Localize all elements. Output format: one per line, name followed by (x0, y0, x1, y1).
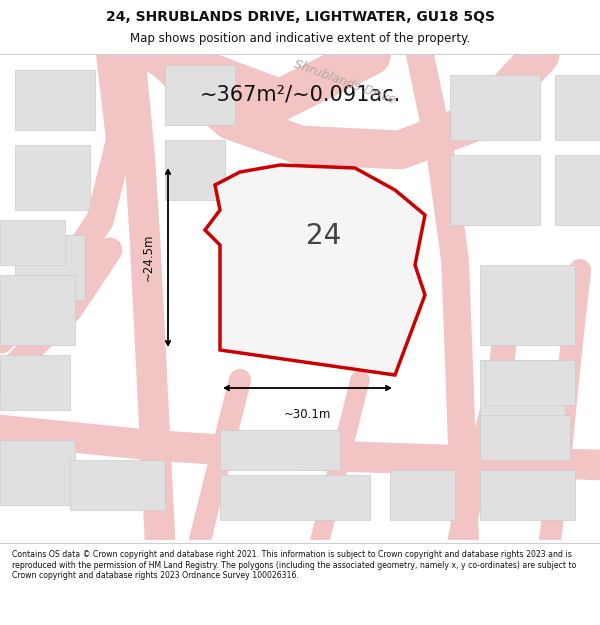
Polygon shape (165, 140, 225, 200)
Polygon shape (450, 155, 540, 225)
Polygon shape (0, 355, 70, 410)
Text: 24: 24 (306, 222, 341, 250)
Polygon shape (485, 360, 575, 405)
Text: ~24.5m: ~24.5m (142, 234, 155, 281)
Polygon shape (0, 440, 75, 505)
Polygon shape (15, 145, 90, 210)
Polygon shape (250, 230, 345, 310)
Polygon shape (165, 65, 235, 125)
Polygon shape (450, 75, 540, 140)
Text: ~367m²/~0.091ac.: ~367m²/~0.091ac. (199, 85, 401, 105)
Polygon shape (480, 265, 575, 345)
Text: Shrublands Drive: Shrublands Drive (292, 58, 398, 106)
Polygon shape (15, 70, 95, 130)
Polygon shape (0, 275, 75, 345)
Polygon shape (0, 220, 65, 265)
Polygon shape (480, 470, 575, 520)
Polygon shape (390, 470, 455, 520)
Polygon shape (220, 475, 370, 520)
Polygon shape (555, 155, 600, 225)
Polygon shape (205, 165, 425, 375)
Text: ~30.1m: ~30.1m (284, 408, 331, 421)
Polygon shape (480, 360, 565, 430)
Polygon shape (70, 460, 165, 510)
Text: 24, SHRUBLANDS DRIVE, LIGHTWATER, GU18 5QS: 24, SHRUBLANDS DRIVE, LIGHTWATER, GU18 5… (106, 10, 494, 24)
Polygon shape (480, 415, 570, 460)
Polygon shape (15, 235, 85, 300)
Text: Map shows position and indicative extent of the property.: Map shows position and indicative extent… (130, 32, 470, 45)
Polygon shape (220, 430, 340, 470)
Text: Contains OS data © Crown copyright and database right 2021. This information is : Contains OS data © Crown copyright and d… (12, 550, 576, 580)
Polygon shape (555, 75, 600, 140)
